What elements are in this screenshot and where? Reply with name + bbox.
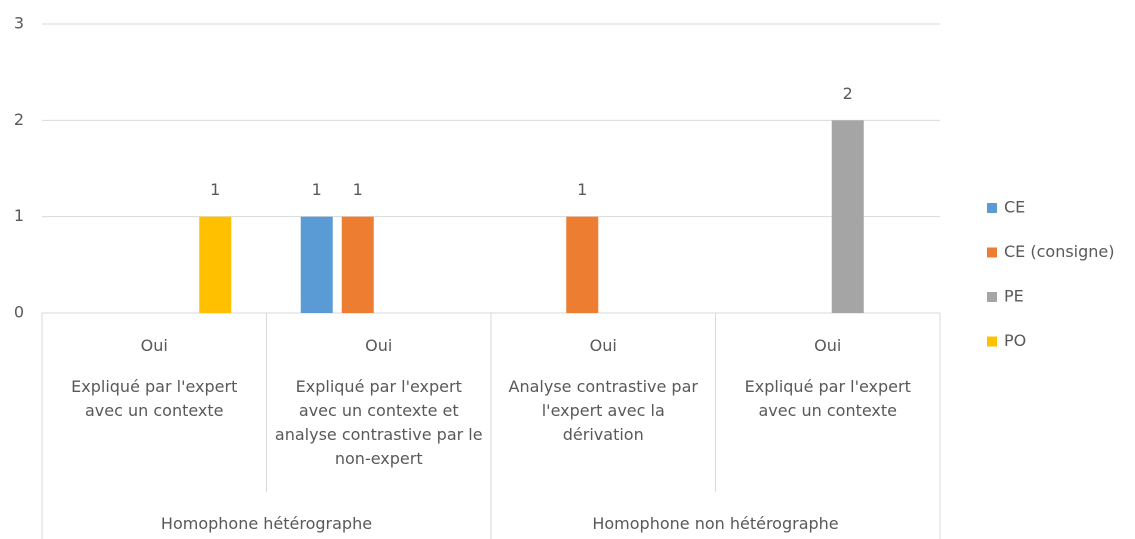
y-tick-label: 3 (14, 14, 24, 33)
bar (199, 216, 232, 313)
bar (341, 216, 374, 313)
y-tick-label: 2 (14, 110, 24, 129)
data-label: 1 (312, 180, 322, 199)
data-label: 1 (353, 180, 363, 199)
legend-swatch (987, 336, 997, 347)
legend-swatch (987, 292, 997, 302)
data-label: 1 (210, 180, 220, 199)
group-label: Homophone non hétérographe (592, 514, 839, 533)
group-label: Homophone hétérographe (160, 514, 373, 533)
category-detail: Expliqué par l'expert avec un contexte (71, 377, 238, 420)
y-tick-label: 0 (14, 303, 24, 322)
x-tick-label: Oui (365, 336, 393, 355)
legend-label: CE (consigne) (1004, 242, 1115, 261)
y-tick-label: 1 (14, 206, 24, 225)
bar (831, 120, 864, 313)
legend-swatch (987, 247, 997, 258)
data-label: 1 (577, 180, 587, 199)
legend-label: CE (1004, 198, 1025, 217)
legend-swatch (987, 203, 997, 213)
bar (300, 216, 333, 313)
x-tick-label: Oui (140, 336, 168, 355)
x-tick-label: Oui (814, 336, 842, 355)
category-detail: Analyse contrastive par l'expert avec la… (508, 377, 698, 444)
legend-label: PO (1004, 331, 1026, 350)
x-tick-label: Oui (589, 336, 617, 355)
bar (566, 216, 599, 313)
category-detail: Expliqué par l'expert avec un contexte e… (274, 377, 483, 468)
data-label: 2 (843, 84, 853, 103)
legend-label: PE (1004, 287, 1024, 306)
category-detail: Expliqué par l'expert avec un contexte (744, 377, 911, 420)
